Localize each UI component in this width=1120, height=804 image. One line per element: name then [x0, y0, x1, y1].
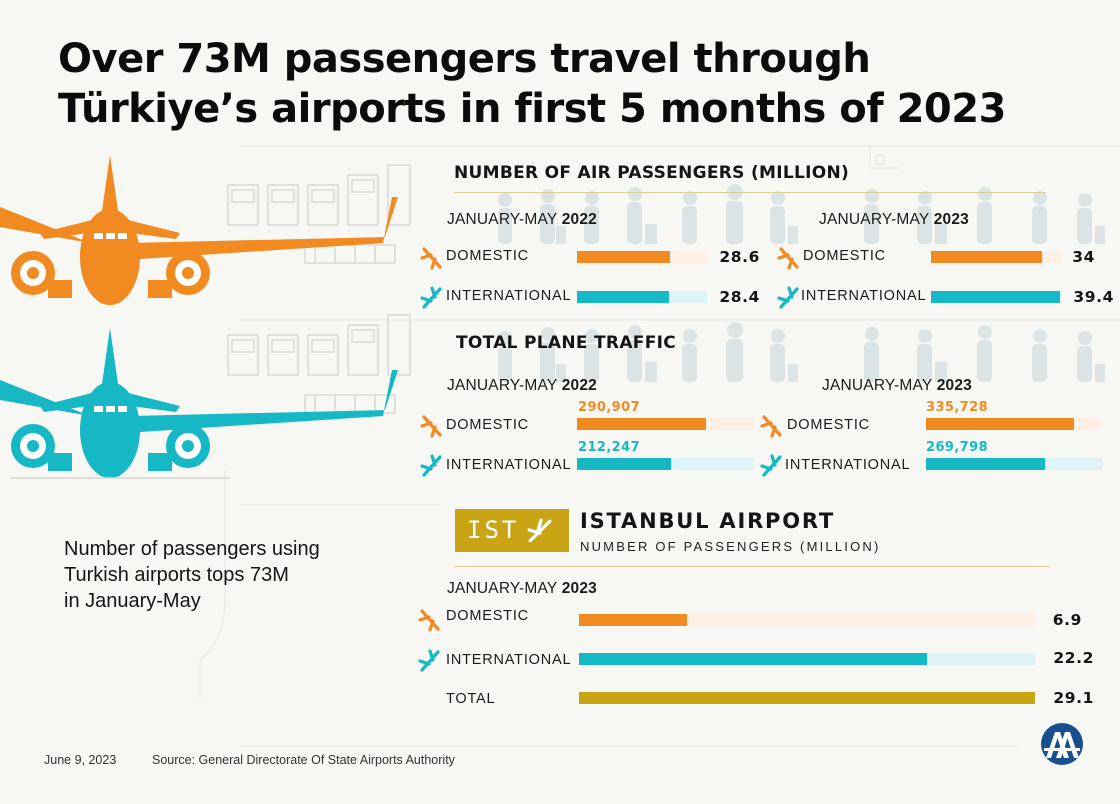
passengers-2022-international-value: 28.4	[719, 288, 760, 306]
ist-airport-name: ISTANBUL AIRPORT	[580, 509, 836, 533]
page-title: Over 73M passengers travel through Türki…	[58, 34, 1058, 134]
passengers-2022-international-label: INTERNATIONAL	[446, 288, 572, 304]
traffic-2023-domestic-track	[926, 418, 1102, 430]
period-year: 2023	[561, 580, 597, 597]
passengers-2022-domestic-value: 28.6	[719, 248, 760, 266]
ist-badge-text: IST	[467, 516, 520, 544]
title-line-2: Türkiye’s airports in first 5 months of …	[58, 86, 1006, 132]
plane-landing-icon	[418, 609, 440, 632]
plane-landing-icon	[760, 415, 782, 438]
plane-takeoff-icon	[420, 454, 442, 477]
traffic-2023-international-track	[926, 458, 1102, 470]
plane-takeoff-icon	[418, 649, 440, 672]
passengers-2023-international-label: INTERNATIONAL	[801, 288, 927, 304]
plane-takeoff-icon	[777, 286, 799, 309]
footer-source: Source: General Directorate Of State Air…	[152, 753, 455, 767]
ist-heading-rule	[454, 566, 1050, 567]
ist-badge: IST	[455, 509, 569, 552]
period-prefix: JANUARY-MAY	[447, 211, 558, 228]
passengers-heading-rule	[454, 192, 1046, 193]
period-prefix: JANUARY-MAY	[447, 377, 558, 394]
passengers-2023-domestic-track	[931, 251, 1062, 263]
passengers-2022-domestic-track	[577, 251, 707, 263]
summary-line-1: Number of passengers using	[64, 538, 320, 560]
traffic-2023-domestic-label: DOMESTIC	[787, 417, 870, 433]
traffic-2023-domestic-bar	[926, 418, 1074, 430]
traffic-2022-international-track	[577, 458, 754, 470]
passengers-2022-international-track	[577, 291, 707, 303]
ist-international-value: 22.2	[1053, 649, 1094, 667]
period-prefix: JANUARY-MAY	[447, 580, 558, 597]
period-prefix: JANUARY-MAY	[822, 377, 933, 394]
passengers-heading: NUMBER OF AIR PASSENGERS (MILLION)	[454, 163, 850, 183]
traffic-2023-international-bar	[926, 458, 1045, 470]
title-line-1: Over 73M passengers travel through	[58, 36, 871, 82]
passengers-2023-international-track	[931, 291, 1062, 303]
ist-total-label: TOTAL	[446, 691, 496, 707]
ist-domestic-label: DOMESTIC	[446, 608, 529, 624]
traffic-2023-domestic-value: 335,728	[926, 400, 989, 415]
period-year: 2022	[561, 377, 597, 394]
summary-line-2: Turkish airports tops 73M	[64, 564, 289, 586]
period-year: 2022	[561, 211, 597, 228]
plane-icon	[527, 518, 552, 543]
ist-total-track	[579, 692, 1035, 704]
traffic-heading: TOTAL PLANE TRAFFIC	[456, 333, 677, 353]
ist-international-track	[579, 653, 1035, 665]
passengers-2022-domestic-bar	[577, 251, 670, 263]
summary-line-3: in January-May	[64, 590, 201, 612]
passengers-2023-domestic-label: DOMESTIC	[803, 248, 886, 264]
passengers-2023-domestic-value: 34	[1072, 248, 1095, 266]
ist-airport-subtitle: NUMBER OF PASSENGERS (MILLION)	[580, 539, 881, 554]
summary-text: Number of passengers using Turkish airpo…	[64, 536, 320, 614]
ist-international-bar	[579, 653, 927, 665]
passengers-2023-international-bar	[931, 291, 1061, 303]
blue-plane-illustration	[0, 328, 398, 479]
ist-domestic-value: 6.9	[1052, 611, 1082, 629]
ist-international-label: INTERNATIONAL	[446, 652, 572, 668]
traffic-period-2022: JANUARY-MAY 2022	[447, 377, 597, 395]
traffic-2022-domestic-value: 290,907	[578, 400, 641, 415]
plane-takeoff-icon	[420, 286, 442, 309]
traffic-2022-international-bar	[577, 458, 671, 470]
passengers-2023-international-value: 39.4	[1073, 288, 1114, 306]
traffic-period-2023: JANUARY-MAY 2023	[822, 377, 972, 395]
period-year: 2023	[933, 211, 969, 228]
aa-logo	[1041, 723, 1083, 765]
traffic-2022-domestic-bar	[577, 418, 706, 430]
ist-period: JANUARY-MAY 2023	[447, 580, 597, 598]
ist-total-value: 29.1	[1053, 689, 1094, 707]
passengers-2023-domestic-bar	[931, 251, 1043, 263]
traffic-2022-domestic-track	[577, 418, 754, 430]
traffic-2023-international-label: INTERNATIONAL	[785, 457, 911, 473]
passengers-period-2023: JANUARY-MAY 2023	[819, 211, 969, 229]
plane-landing-icon	[420, 415, 442, 438]
traffic-2022-international-label: INTERNATIONAL	[446, 457, 572, 473]
plane-landing-icon	[777, 247, 799, 270]
traffic-2022-domestic-label: DOMESTIC	[446, 417, 529, 433]
ist-total-bar	[579, 692, 1035, 704]
plane-takeoff-icon	[760, 454, 782, 477]
ist-domestic-track	[579, 614, 1035, 626]
ist-domestic-bar	[579, 614, 688, 626]
passengers-2022-international-bar	[577, 291, 670, 303]
plane-landing-icon	[420, 247, 442, 270]
traffic-2023-international-value: 269,798	[926, 440, 989, 455]
passengers-period-2022: JANUARY-MAY 2022	[447, 211, 597, 229]
footer-date: June 9, 2023	[44, 753, 117, 767]
period-year: 2023	[936, 377, 972, 394]
passengers-2022-domestic-label: DOMESTIC	[446, 248, 529, 264]
traffic-2022-international-value: 212,247	[578, 440, 641, 455]
orange-plane-illustration	[0, 155, 398, 305]
period-prefix: JANUARY-MAY	[819, 211, 930, 228]
